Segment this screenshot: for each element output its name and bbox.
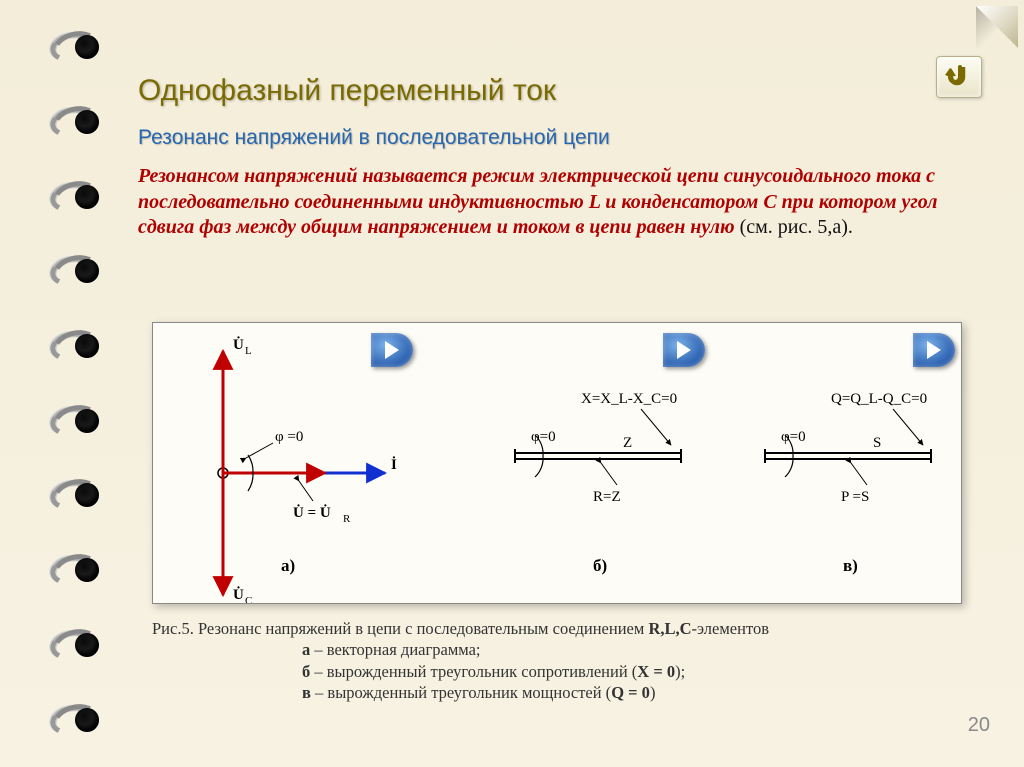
caption-line3-post: – вырожденный треугольник сопротивлений … xyxy=(310,662,637,681)
caption-line3-pre: б xyxy=(302,662,310,681)
binding-hole xyxy=(56,698,100,742)
caption-line3-bold: X = 0 xyxy=(637,662,675,681)
svg-text:U̇: U̇ xyxy=(233,586,244,603)
definition-paragraph: Резонансом напряжений называется режим э… xyxy=(138,164,966,241)
phi-label-b: φ=0 xyxy=(531,429,556,445)
caption-line2-post: – векторная диаграмма; xyxy=(310,640,480,659)
play-button-b[interactable] xyxy=(663,333,705,367)
svg-text:U̇ = U̇: U̇ = U̇ xyxy=(293,504,331,521)
binding-hole xyxy=(56,175,100,219)
binding-hole xyxy=(56,249,100,293)
svg-text:C: C xyxy=(245,595,252,603)
diag-b-top: X=X_L-X_C=0 xyxy=(581,391,677,407)
binding-hole xyxy=(56,548,100,592)
diag-c-bottom: P =S xyxy=(841,489,869,505)
diagram-c: Q=Q_L-Q_C=0 φ=0 S P =S в) xyxy=(723,383,983,583)
panel-label-a: а) xyxy=(281,556,295,575)
caption-line2-pre: а xyxy=(302,640,310,659)
caption-line4-pre: в xyxy=(302,683,311,702)
binding-hole xyxy=(56,25,100,69)
slide-page: Однофазный переменный ток Резонанс напря… xyxy=(0,0,1024,767)
svg-text:U̇: U̇ xyxy=(233,336,244,353)
caption-line1-pre: Рис.5. Резонанс напряжений в цепи с посл… xyxy=(152,619,648,638)
binding-hole xyxy=(56,399,100,443)
caption-line1-post: -элементов xyxy=(692,619,769,638)
phi-label-c: φ=0 xyxy=(781,429,806,445)
binding-hole xyxy=(56,473,100,517)
binding-hole xyxy=(56,623,100,667)
slide-number: 20 xyxy=(968,714,990,737)
page-title: Однофазный переменный ток xyxy=(138,74,966,108)
spiral-binding xyxy=(56,0,100,767)
page-subtitle: Резонанс напряжений в последовательной ц… xyxy=(138,126,966,150)
figure-caption: Рис.5. Резонанс напряжений в цепи с посл… xyxy=(152,618,962,704)
caption-line3-end: ); xyxy=(675,662,685,681)
panel-label-b: б) xyxy=(593,556,607,575)
svg-text:L: L xyxy=(245,345,252,357)
diag-c-mid: S xyxy=(873,435,881,451)
diag-b-bottom: R=Z xyxy=(593,489,621,505)
caption-line4-post: – вырожденный треугольник мощностей ( xyxy=(311,683,611,702)
play-button-c[interactable] xyxy=(913,333,955,367)
figure-box: U̇L U̇C İ φ =0 U̇ = U̇R а) xyxy=(152,322,962,604)
definition-tail: (см. рис. 5,а). xyxy=(735,216,853,238)
svg-text:R: R xyxy=(343,513,351,525)
caption-line4-end: ) xyxy=(650,683,656,702)
binding-hole xyxy=(56,100,100,144)
diagram-b: X=X_L-X_C=0 φ=0 Z R=Z б) xyxy=(473,383,733,583)
binding-hole xyxy=(56,324,100,368)
svg-text:İ: İ xyxy=(391,456,397,473)
caption-line1-bold: R,L,C xyxy=(648,619,691,638)
content-area: Однофазный переменный ток Резонанс напря… xyxy=(138,74,966,241)
diag-b-mid: Z xyxy=(623,435,632,451)
caption-line4-bold: Q = 0 xyxy=(611,683,650,702)
phi-label-a: φ =0 xyxy=(275,429,303,445)
diagram-a: U̇L U̇C İ φ =0 U̇ = U̇R а) xyxy=(153,323,443,603)
panel-label-c: в) xyxy=(843,556,858,575)
diag-c-top: Q=Q_L-Q_C=0 xyxy=(831,391,927,407)
